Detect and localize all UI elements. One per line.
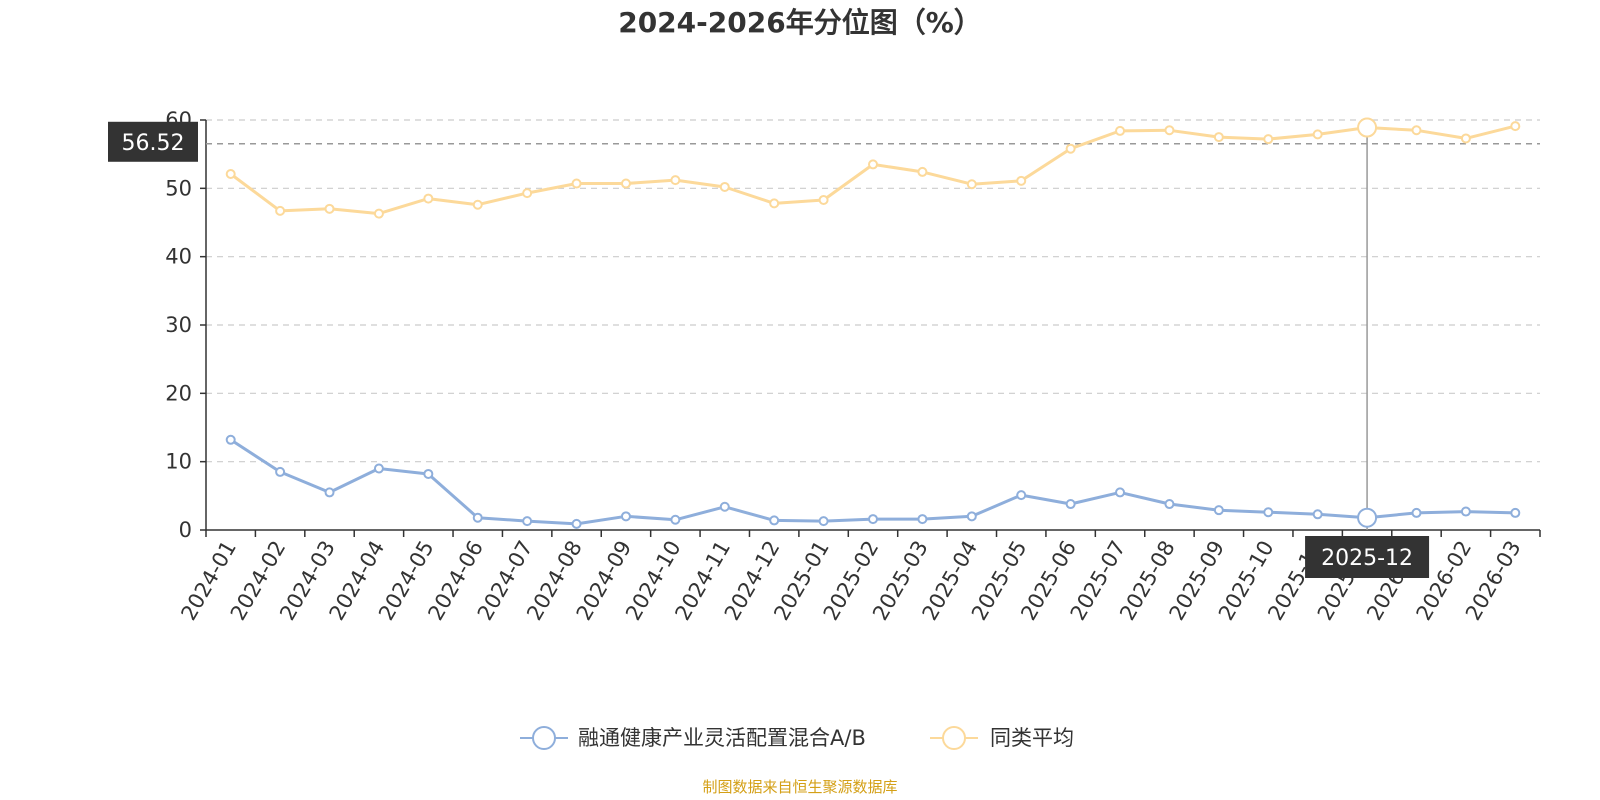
series-0-point-2025-03 — [917, 514, 928, 525]
series-0-point-2025-08 — [1164, 499, 1175, 510]
series-1-point-2025-03 — [917, 166, 928, 177]
series-1-point-2025-11 — [1312, 129, 1323, 140]
series-1-point-2024-05 — [423, 193, 434, 204]
tooltip-y-box — [108, 121, 198, 162]
series-0-point-2025-07 — [1115, 487, 1126, 498]
series-0-point-2024-10 — [670, 514, 681, 525]
series-1-point-2024-06 — [472, 199, 483, 210]
series-1-point-2025-07 — [1115, 125, 1126, 136]
series-1-point-2024-08 — [571, 178, 582, 189]
series-0-point-2026-02 — [1460, 506, 1471, 517]
y-tick-label-30: 30 — [165, 313, 192, 337]
series-1-point-2025-12 — [1357, 117, 1378, 138]
series-1-point-2025-08 — [1164, 125, 1175, 136]
tooltip-x-label: 2025-12 — [1321, 546, 1413, 571]
series-1-point-2025-06 — [1065, 143, 1076, 154]
series-0-point-2024-06 — [472, 512, 483, 523]
series-0-point-2025-11 — [1312, 509, 1323, 520]
series-group — [225, 117, 1521, 529]
grid-lines — [206, 119, 1540, 463]
series-0-point-2024-11 — [719, 501, 730, 512]
y-tick-label-0: 0 — [179, 518, 192, 542]
source-note: 制图数据来自恒生聚源数据库 — [702, 778, 897, 796]
y-tick-label-20: 20 — [165, 381, 192, 405]
tooltip: 56.52 2025-12 — [108, 121, 1430, 578]
series-1-point-2026-01 — [1411, 125, 1422, 136]
series-1-point-2024-10 — [670, 175, 681, 186]
legend-average-label: 同类平均 — [990, 726, 1074, 750]
series-0-point-2024-02 — [275, 466, 286, 477]
series-1-point-2024-03 — [324, 203, 335, 214]
series-1-point-2025-01 — [818, 194, 829, 205]
series-1-point-2024-02 — [275, 205, 286, 216]
series-1-point-2026-02 — [1460, 133, 1471, 144]
series-0-point-2024-12 — [769, 515, 780, 526]
series-0-point-2024-08 — [571, 518, 582, 529]
y-tick-label-10: 10 — [165, 450, 192, 474]
legend-average-marker — [942, 726, 966, 750]
series-1-point-2024-11 — [719, 181, 730, 192]
series-1-point-2024-09 — [620, 178, 631, 189]
legend-fund-label: 融通健康产业灵活配置混合A/B — [578, 726, 866, 750]
series-0-point-2025-02 — [868, 514, 878, 525]
series-1-point-2025-02 — [868, 159, 878, 170]
series-0-point-2025-10 — [1263, 507, 1274, 518]
y-tick-label-40: 40 — [165, 245, 192, 269]
tooltip-y-label: 56.52 — [122, 131, 185, 156]
series-0-point-2024-09 — [620, 511, 631, 522]
chart-title: 2024-2026年分位图（%） — [618, 6, 982, 39]
series-1-point-2025-05 — [1016, 175, 1027, 186]
series-1-point-2026-03 — [1510, 121, 1521, 132]
series-0-point-2024-04 — [373, 463, 384, 474]
legend: 融通健康产业灵活配置混合A/B 同类平均 — [520, 726, 1074, 750]
series-1-point-2024-04 — [373, 208, 384, 219]
series-0-point-2026-01 — [1411, 507, 1422, 518]
series-1-point-2024-01 — [225, 168, 236, 179]
series-1-point-2025-04 — [966, 179, 977, 190]
series-0-point-2025-05 — [1016, 490, 1027, 501]
series-0-point-2025-06 — [1065, 499, 1076, 510]
series-line-0 — [229, 438, 1516, 526]
series-0-point-2024-01 — [225, 434, 236, 445]
crosshair — [206, 120, 1540, 530]
y-tick-label-50: 50 — [165, 176, 192, 200]
series-1-point-2024-12 — [769, 198, 780, 209]
series-0-point-2024-05 — [423, 468, 434, 479]
series-1-point-2025-09 — [1213, 132, 1224, 143]
series-0-point-2024-03 — [324, 487, 335, 498]
series-1-point-2025-10 — [1263, 134, 1274, 145]
series-0-point-2025-12 — [1357, 507, 1378, 528]
series-0-point-2025-01 — [818, 516, 829, 527]
series-line-1 — [229, 124, 1516, 216]
series-1-point-2024-07 — [522, 188, 533, 199]
legend-fund-marker — [532, 726, 556, 750]
series-0-point-2025-09 — [1213, 505, 1224, 516]
series-0-point-2024-07 — [522, 516, 533, 527]
series-0-point-2025-04 — [966, 511, 977, 522]
legend-item-fund[interactable]: 融通健康产业灵活配置混合A/B — [520, 726, 866, 750]
tooltip-x-box — [1305, 536, 1430, 578]
series-0-point-2026-03 — [1510, 507, 1521, 518]
legend-item-average[interactable]: 同类平均 — [930, 726, 1074, 750]
